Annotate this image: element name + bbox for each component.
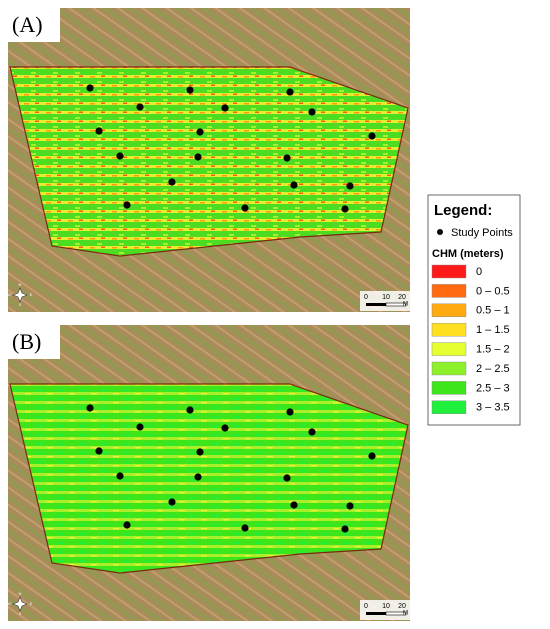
scale-bar-label: 20 <box>398 294 406 301</box>
map-panel: (B) N E S W 0 10 20M <box>7 325 410 621</box>
legend-class-label: 0.5 – 1 <box>476 305 510 317</box>
study-point <box>286 408 294 416</box>
study-point <box>196 448 204 456</box>
compass-rose <box>12 596 28 612</box>
legend-class-label: 2 – 2.5 <box>476 363 510 375</box>
study-point <box>86 404 94 412</box>
scale-bar-label: 0 <box>364 294 368 301</box>
study-point <box>308 108 316 116</box>
study-point <box>341 205 349 213</box>
scale-bar-label: 10 <box>382 294 390 301</box>
study-point <box>86 84 94 92</box>
legend-swatch <box>431 400 467 414</box>
bare-corner <box>290 384 330 397</box>
compass-letter: S <box>19 302 22 307</box>
compass-letter: W <box>7 601 11 606</box>
legend-class-label: 3 – 3.5 <box>476 402 510 414</box>
study-point <box>123 521 131 529</box>
study-point <box>95 127 103 135</box>
study-point <box>286 88 294 96</box>
field-boundary <box>9 66 409 257</box>
study-point <box>194 473 202 481</box>
legend-class-label: 0 <box>476 266 482 278</box>
legend-swatch <box>431 323 467 337</box>
compass-letter: E <box>30 601 33 606</box>
compass-letter: N <box>19 591 22 596</box>
bare-corner <box>290 67 330 80</box>
study-point <box>290 501 298 509</box>
legend-points-label: Study Points <box>451 227 513 239</box>
study-point <box>116 472 124 480</box>
compass-letter: W <box>7 292 11 297</box>
scale-bar <box>385 611 407 616</box>
scale-bar-label: 10 <box>382 603 390 610</box>
study-point <box>346 502 354 510</box>
study-point <box>241 524 249 532</box>
study-point <box>168 178 176 186</box>
legend-swatch <box>431 303 467 317</box>
field-boundary <box>9 383 409 574</box>
legend-swatch <box>431 284 467 298</box>
study-point <box>221 424 229 432</box>
map-panel: (A) N E S W 0 10 20M <box>7 8 410 312</box>
compass-letter: N <box>19 282 22 287</box>
panel-label-box <box>8 8 60 42</box>
legend-chm-title: CHM (meters) <box>432 248 504 260</box>
compass-letter: S <box>19 611 22 616</box>
legend-class-label: 1.5 – 2 <box>476 344 510 356</box>
study-point <box>116 152 124 160</box>
study-point <box>194 153 202 161</box>
panel-label-box <box>8 325 60 359</box>
study-point <box>186 86 194 94</box>
legend: Legend: Study Points CHM (meters) 0 0 – 0… <box>427 194 521 426</box>
legend-swatch <box>431 264 467 279</box>
study-point <box>196 128 204 136</box>
scale-bar-unit: M <box>403 611 408 617</box>
legend-swatch <box>431 361 467 376</box>
study-point <box>136 103 144 111</box>
study-point <box>346 182 354 190</box>
legend-class-label: 1 – 1.5 <box>476 324 510 336</box>
legend-class-label: 0 – 0.5 <box>476 285 510 297</box>
study-point <box>290 181 298 189</box>
scale-bar <box>366 612 386 615</box>
study-point <box>168 498 176 506</box>
study-point <box>123 201 131 209</box>
compass-rose <box>12 287 28 303</box>
legend-title: Legend: <box>434 202 492 219</box>
study-point <box>136 423 144 431</box>
panel-label: (B) <box>12 329 41 354</box>
legend-swatch <box>431 342 467 356</box>
study-point <box>221 104 229 112</box>
legend-swatch <box>431 381 467 395</box>
study-point <box>95 447 103 455</box>
scale-bar <box>366 303 386 306</box>
legend-class-label: 2.5 – 3 <box>476 382 510 394</box>
scale-bar <box>385 302 407 307</box>
scale-bar-unit: M <box>403 302 408 308</box>
study-point <box>341 525 349 533</box>
study-point <box>368 452 376 460</box>
study-point <box>186 406 194 414</box>
scale-bar-label: 20 <box>398 603 406 610</box>
compass-letter: E <box>30 292 33 297</box>
study-point <box>241 204 249 212</box>
study-point <box>308 428 316 436</box>
legend-point-symbol <box>437 229 443 235</box>
study-point <box>283 474 291 482</box>
panel-label: (A) <box>12 12 43 37</box>
scale-bar-label: 0 <box>364 603 368 610</box>
study-point <box>283 154 291 162</box>
study-point <box>368 132 376 140</box>
